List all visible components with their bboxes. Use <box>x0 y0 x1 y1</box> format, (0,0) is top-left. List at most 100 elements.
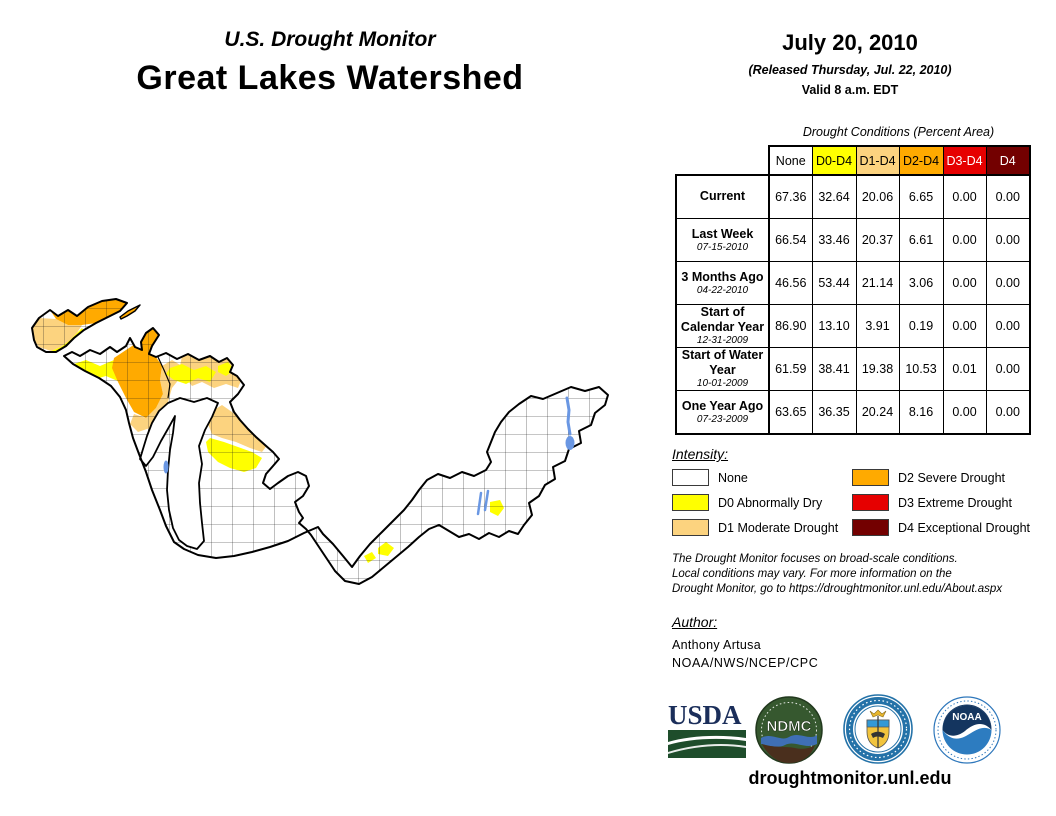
finger-lake-east <box>483 489 490 512</box>
table-cell: 0.00 <box>942 390 987 435</box>
table-cell: 0.19 <box>898 304 944 348</box>
released-date: (Released Thursday, Jul. 22, 2010) <box>748 63 952 77</box>
date-block: July 20, 2010 (Released Thursday, Jul. 2… <box>670 30 1030 97</box>
table-cell: 13.10 <box>811 304 857 348</box>
column-header-d3-d4: D3-D4 <box>942 145 987 176</box>
footer-url: droughtmonitor.unl.edu <box>748 768 952 788</box>
legend-item-d2: D2 Severe Drought <box>852 469 1005 486</box>
table-header-row: None D0-D4 D1-D4 D2-D4 D3-D4 D4 <box>676 145 1031 176</box>
swatch-d3 <box>852 494 889 511</box>
report-date: July 20, 2010 <box>782 30 918 55</box>
table-cell: 0.00 <box>985 218 1031 262</box>
table-row: One Year Ago 07-23-2009 63.65 36.35 20.24… <box>675 390 1031 435</box>
table-row: Current 67.36 32.64 20.06 6.65 0.00 0.00 <box>675 174 1031 219</box>
author-org: NOAA/NWS/NCEP/CPC <box>672 656 819 670</box>
black-river <box>565 396 572 436</box>
drought-shading-layer <box>32 299 608 584</box>
table-cell: 3.91 <box>855 304 900 348</box>
table-cell: 33.46 <box>811 218 857 262</box>
lake-winnebago <box>163 460 169 474</box>
table-cell: 21.14 <box>855 261 900 305</box>
table-cell: 0.00 <box>985 347 1031 391</box>
table-cell: 0.00 <box>942 304 987 348</box>
swatch-d0 <box>672 494 709 511</box>
row-label: 3 Months Ago 04-22-2010 <box>675 261 770 305</box>
table-cell: 20.37 <box>855 218 900 262</box>
table-corner <box>676 146 769 175</box>
usda-logo: USDA <box>668 702 746 760</box>
table-cell: 0.00 <box>985 261 1031 305</box>
noaa-logo-svg: NOAA <box>933 696 1001 764</box>
table-cell: 6.65 <box>898 174 944 219</box>
usda-logo-text: USDA <box>668 700 742 730</box>
table-cell: 61.59 <box>768 347 813 391</box>
table-cell: 8.16 <box>898 390 944 435</box>
noaa-logo-text: NOAA <box>952 712 981 723</box>
table-cell: 0.00 <box>942 218 987 262</box>
great-lakes-watershed-map <box>31 298 609 585</box>
usda-logo-field <box>668 730 746 758</box>
column-header-d4: D4 <box>985 145 1031 176</box>
disclaimer: The Drought Monitor focuses on broad-sca… <box>672 553 1003 595</box>
table-cell: 46.56 <box>768 261 813 305</box>
table-row: Start of Water Year 10-01-2009 61.59 38.4… <box>675 347 1031 391</box>
legend-title: Intensity: <box>672 446 729 462</box>
finger-lake-west <box>476 491 483 516</box>
table-title: Drought Conditions (Percent Area) <box>802 125 995 139</box>
row-label: Start of Water Year 10-01-2009 <box>675 347 770 391</box>
table-cell: 19.38 <box>855 347 900 391</box>
table-cell: 6.61 <box>898 218 944 262</box>
table-cell: 38.41 <box>811 347 857 391</box>
column-header-none: None <box>768 145 813 176</box>
noaa-logo: NOAA <box>933 696 1001 769</box>
watershed-boundary-main <box>63 327 609 585</box>
drought-map <box>22 290 622 615</box>
page-title: Great Lakes Watershed <box>136 59 524 97</box>
isle-royale-island <box>119 304 141 320</box>
swatch-d4 <box>852 519 889 536</box>
swatch-d1 <box>672 519 709 536</box>
column-header-d1-d4: D1-D4 <box>855 145 900 176</box>
row-label: One Year Ago 07-23-2009 <box>675 390 770 435</box>
table-cell: 3.06 <box>898 261 944 305</box>
legend-item-none: None <box>672 469 748 486</box>
rivers-and-lakes <box>163 396 575 516</box>
table-cell: 10.53 <box>898 347 944 391</box>
column-header-d2-d4: D2-D4 <box>898 145 944 176</box>
table-cell: 0.00 <box>985 304 1031 348</box>
table-cell: 67.36 <box>768 174 813 219</box>
doc-seal-svg <box>843 694 913 764</box>
valid-time: Valid 8 a.m. EDT <box>801 83 899 97</box>
table-cell: 20.24 <box>855 390 900 435</box>
legend-item-d4: D4 Exceptional Drought <box>852 519 1030 536</box>
table-cell: 86.90 <box>768 304 813 348</box>
table-cell: 36.35 <box>811 390 857 435</box>
table-cell: 32.64 <box>811 174 857 219</box>
column-header-d0-d4: D0-D4 <box>811 145 857 176</box>
swatch-none <box>672 469 709 486</box>
state-line-wi-mi <box>157 356 171 399</box>
legend-item-d1: D1 Moderate Drought <box>672 519 838 536</box>
table-cell: 53.44 <box>811 261 857 305</box>
ndmc-logo-svg: NDMC <box>755 696 823 764</box>
watershed-boundary-minnesota <box>31 298 128 353</box>
table-cell: 0.00 <box>985 390 1031 435</box>
row-label: Current <box>675 174 770 219</box>
table-cell: 0.00 <box>942 174 987 219</box>
table-cell: 0.00 <box>942 261 987 305</box>
drought-conditions-table: None D0-D4 D1-D4 D2-D4 D3-D4 D4 Current … <box>675 145 1031 435</box>
doc-seal-logo <box>843 694 913 769</box>
table-row: Start of Calendar Year 12-31-2009 86.90 1… <box>675 304 1031 348</box>
author-title: Author: <box>672 614 718 630</box>
table-cell: 0.00 <box>985 174 1031 219</box>
lake-michigan-shoreline <box>139 397 219 550</box>
author-name: Anthony Artusa <box>672 638 761 652</box>
table-row: 3 Months Ago 04-22-2010 46.56 53.44 21.14… <box>675 261 1031 305</box>
report-supertitle: U.S. Drought Monitor <box>224 28 436 51</box>
row-label: Start of Calendar Year 12-31-2009 <box>675 304 770 348</box>
county-grid <box>32 299 608 584</box>
table-cell: 0.01 <box>942 347 987 391</box>
table-row: Last Week 07-15-2010 66.54 33.46 20.37 6.… <box>675 218 1031 262</box>
oneida-lake <box>565 436 575 450</box>
ndmc-logo-text: NDMC <box>767 718 812 735</box>
